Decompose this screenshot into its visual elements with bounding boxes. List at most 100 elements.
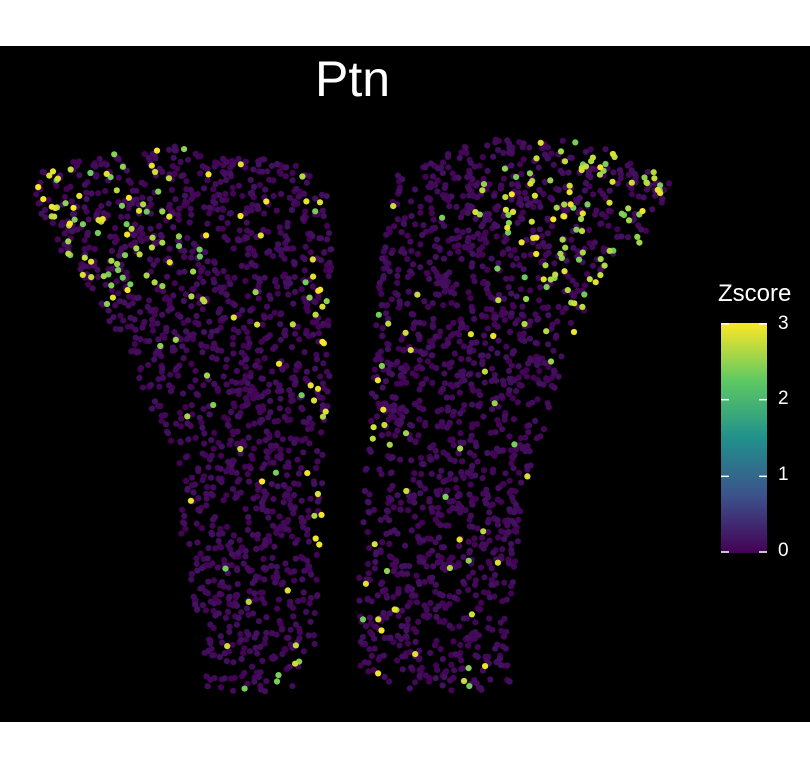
data-point: [283, 491, 290, 498]
data-point: [488, 565, 495, 572]
legend-tick-1: 1: [778, 464, 789, 485]
data-point: [261, 355, 268, 362]
data-point: [398, 371, 405, 379]
data-point: [450, 442, 457, 449]
data-point: [492, 139, 499, 146]
data-point: [371, 635, 378, 642]
data-point: [415, 432, 422, 439]
data-point: [189, 474, 196, 481]
data-point: [431, 642, 438, 649]
data-point: [531, 197, 539, 204]
data-point: [404, 570, 411, 578]
data-point: [374, 592, 381, 599]
data-point: [390, 639, 397, 646]
data-point: [217, 544, 224, 551]
data-point: [415, 522, 422, 529]
data-point: [399, 563, 406, 570]
data-point: [272, 278, 279, 285]
data-point: [248, 229, 255, 236]
data-point: [204, 258, 211, 265]
data-point: [466, 449, 473, 456]
data-point: [460, 615, 467, 622]
data-point: [410, 261, 417, 268]
data-point: [199, 477, 206, 484]
data-point: [434, 491, 441, 498]
data-point: [238, 609, 245, 616]
data-point: [192, 434, 199, 441]
data-point: [210, 198, 217, 205]
data-point: [527, 180, 534, 187]
data-point: [433, 453, 440, 460]
data-point: [286, 486, 293, 493]
data-point: [432, 181, 439, 188]
data-point: [204, 220, 211, 227]
data-point: [157, 342, 164, 350]
data-point: [269, 508, 276, 515]
data-point: [298, 437, 306, 444]
data-point: [409, 370, 416, 377]
data-point: [510, 303, 517, 310]
data-point: [432, 516, 439, 523]
data-point: [455, 248, 462, 255]
data-point: [387, 634, 394, 641]
data-point: [277, 310, 285, 317]
data-point: [554, 318, 561, 325]
data-point: [404, 273, 412, 281]
data-point: [430, 563, 437, 570]
data-point: [188, 254, 195, 261]
data-point: [65, 238, 72, 245]
data-point: [371, 565, 378, 572]
data-point: [529, 399, 536, 406]
data-point: [476, 162, 483, 169]
data-point: [161, 412, 169, 419]
data-point: [188, 570, 195, 578]
data-point: [545, 404, 553, 411]
data-point: [360, 519, 367, 526]
data-point: [602, 146, 609, 153]
data-point: [394, 272, 401, 279]
data-point: [267, 313, 274, 320]
data-point: [285, 459, 292, 466]
data-point: [241, 463, 249, 470]
data-point: [182, 525, 189, 532]
data-point: [325, 230, 333, 237]
data-point: [249, 201, 256, 209]
data-point: [84, 229, 91, 236]
data-point: [249, 580, 256, 587]
data-point: [204, 683, 211, 690]
data-point: [609, 150, 617, 158]
data-point: [390, 568, 397, 575]
data-point: [296, 336, 303, 343]
data-point: [133, 245, 140, 252]
data-point: [238, 262, 245, 269]
data-point: [127, 281, 134, 288]
data-point: [561, 268, 568, 275]
data-point: [119, 274, 126, 281]
data-point: [403, 633, 410, 640]
data-point: [424, 270, 431, 277]
data-point: [434, 423, 441, 430]
data-point: [289, 177, 296, 184]
data-point: [521, 320, 528, 328]
data-point: [383, 594, 390, 601]
data-point: [469, 340, 476, 347]
data-point: [303, 179, 310, 186]
data-point: [412, 221, 419, 228]
data-point: [434, 272, 441, 279]
data-point: [434, 559, 441, 566]
data-point: [480, 413, 487, 420]
data-point: [111, 151, 118, 158]
data-point: [482, 541, 489, 548]
data-point: [644, 186, 651, 193]
data-point: [123, 167, 130, 174]
data-point: [552, 271, 559, 278]
data-point: [505, 246, 512, 253]
data-point: [477, 606, 484, 613]
data-point: [226, 593, 233, 600]
data-point: [524, 463, 531, 470]
data-point: [481, 211, 488, 218]
data-point: [439, 214, 446, 221]
data-point: [380, 652, 387, 659]
data-point: [614, 226, 621, 233]
data-point: [257, 232, 264, 239]
